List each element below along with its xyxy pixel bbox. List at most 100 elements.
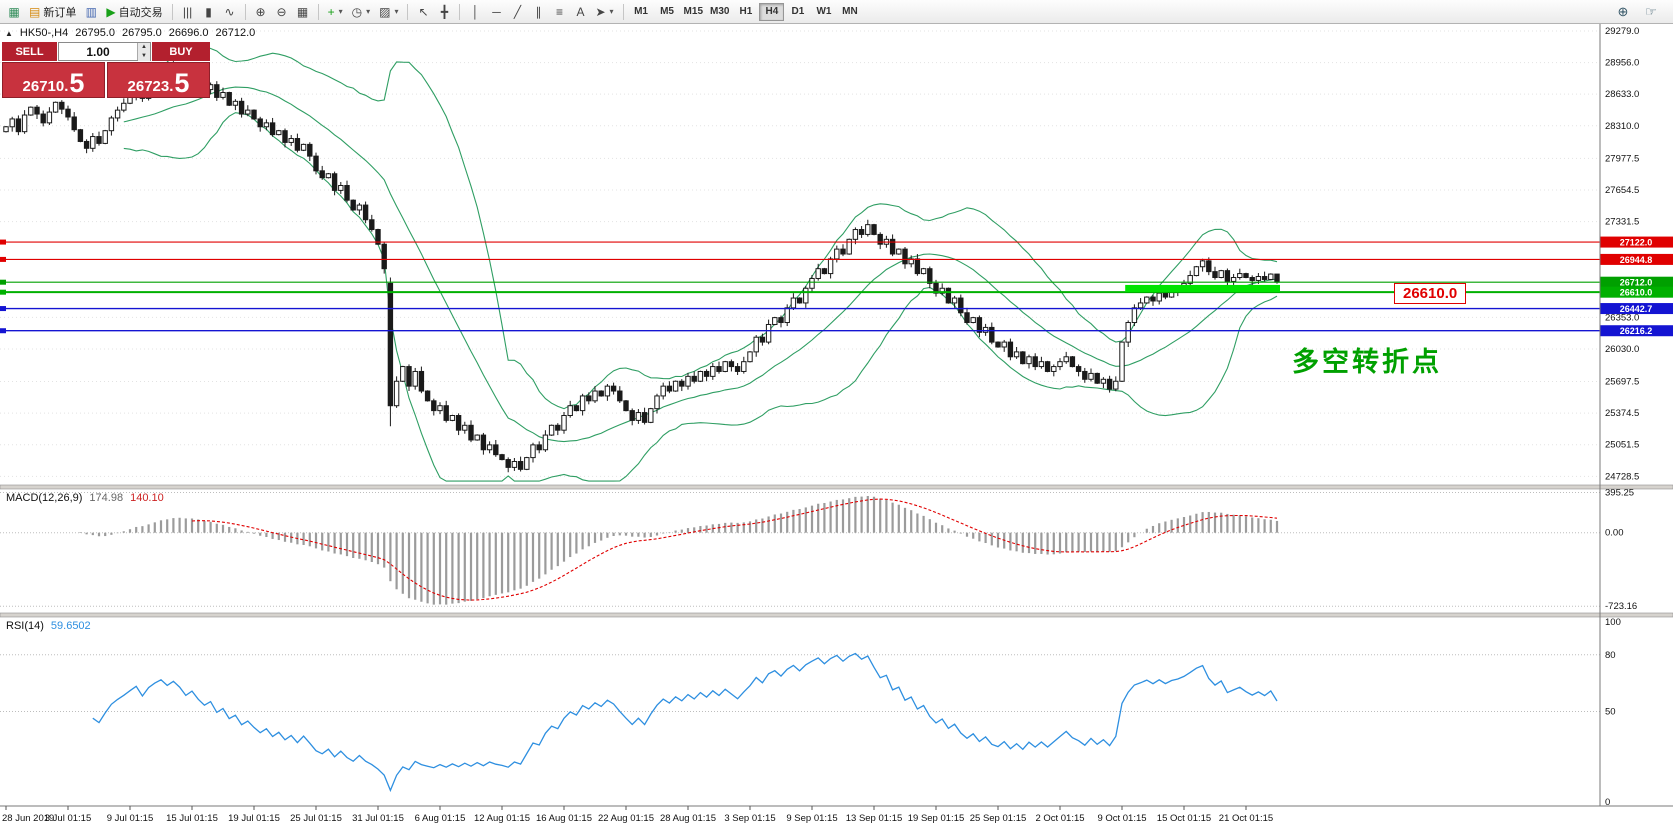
candle — [369, 219, 375, 231]
candle — [34, 106, 40, 115]
candle — [1119, 341, 1125, 382]
candle — [1224, 270, 1231, 282]
candle — [356, 204, 363, 211]
candle — [747, 351, 753, 363]
candle — [1137, 302, 1144, 309]
highlight-rectangle[interactable] — [1125, 284, 1280, 292]
candle — [21, 114, 28, 133]
vertical-line-button[interactable]: │ — [465, 2, 485, 22]
candle — [815, 268, 821, 279]
price-axis[interactable] — [1600, 24, 1673, 806]
timeframe-m5[interactable]: M5 — [660, 6, 674, 17]
sell-button[interactable]: 26710. 5 — [2, 62, 105, 98]
volume-input[interactable] — [59, 43, 137, 60]
candle — [499, 454, 505, 461]
candle — [803, 287, 809, 304]
indicators-button[interactable]: + ▾ — [324, 2, 347, 22]
channel-button[interactable]: ∥ — [528, 2, 548, 22]
autotrading-button[interactable]: ▶ 自动交易 — [102, 2, 166, 22]
candle — [40, 113, 46, 124]
timeframe-m30[interactable]: M30 — [710, 6, 730, 17]
text-button[interactable]: A — [570, 2, 590, 22]
price-badge-label: 26712.0 — [1620, 278, 1653, 288]
time-axis-label: 19 Jul 01:15 — [228, 813, 280, 824]
new-chart-button[interactable]: ▦ — [4, 2, 24, 22]
candle — [1230, 277, 1237, 282]
candlestick-chart-button[interactable]: ▮ — [199, 2, 219, 22]
candle — [1051, 366, 1057, 372]
candle — [288, 138, 294, 143]
bar-chart-icon: ||| — [182, 4, 193, 19]
horizontal-line-button[interactable]: ─ — [486, 2, 506, 22]
magnifier-icon[interactable]: ⊕ — [1617, 3, 1629, 19]
candle — [344, 184, 350, 201]
candle — [691, 375, 697, 382]
zoom-out-button[interactable]: ⊖ — [272, 2, 292, 22]
bollinger-middle-band — [123, 86, 1278, 443]
price-badges: 27122.0 26944.8 26712.026610.0 26442.7 26216… — [1600, 236, 1673, 337]
chart-plot-area[interactable] — [0, 24, 1600, 485]
candle — [772, 317, 778, 325]
candle — [325, 173, 332, 179]
toolbar-right-icons: ⊕ ☞ — [1613, 2, 1669, 22]
candle — [586, 395, 592, 402]
pointer-icon[interactable]: ☞ — [1645, 3, 1657, 19]
pane-separator[interactable] — [0, 484, 1673, 490]
timeframe-h1[interactable]: H1 — [739, 6, 753, 17]
candle — [1125, 322, 1131, 343]
candle — [282, 130, 288, 143]
candle — [722, 361, 728, 372]
price-level-callout[interactable]: 26610.0 — [1394, 283, 1467, 304]
tile-windows-button[interactable]: ▦ — [293, 2, 313, 22]
timeframe-h4[interactable]: H4 — [759, 2, 785, 21]
volume-down-button[interactable]: ▼ — [138, 52, 150, 61]
crosshair-button[interactable]: ╋ — [434, 2, 454, 22]
buy-price-big-digit: 5 — [174, 68, 190, 99]
line-left-marker — [0, 279, 6, 285]
pane-separator[interactable] — [0, 612, 1673, 618]
time-axis-label: 3 Sep 01:15 — [724, 813, 775, 824]
templates-icon: ▨ — [379, 4, 391, 19]
new-order-icon: ▤ — [29, 4, 41, 19]
collapse-triangle-icon[interactable]: ▲ — [5, 28, 13, 38]
candle — [610, 385, 617, 392]
candle — [307, 143, 313, 157]
candle — [9, 118, 15, 128]
turning-point-annotation[interactable]: 多空转折点 — [1292, 347, 1442, 377]
candle — [741, 361, 747, 372]
fibonacci-button[interactable]: ≡ — [549, 2, 569, 22]
chart-canvas[interactable]: 27122.026944.826712.026610.026442.726216… — [0, 24, 1673, 837]
rsi-name: RSI(14) — [6, 620, 44, 632]
periods-icon: ◷ — [351, 4, 363, 19]
metaeditor-button[interactable]: ▥ — [81, 2, 101, 22]
buy-button[interactable]: 26723. 5 — [107, 62, 210, 98]
timeframe-d1[interactable]: D1 — [791, 6, 805, 17]
trendline-button[interactable]: ╱ — [507, 2, 527, 22]
candle — [1162, 292, 1169, 298]
candle — [102, 130, 108, 144]
new-order-button[interactable]: ▤ 新订单 — [25, 2, 80, 22]
timeframe-m1[interactable]: M1 — [634, 6, 648, 17]
one-click-trading-panel: SELL ▲ ▼ BUY 26710.5 26723.5 — [2, 42, 210, 98]
candle — [1187, 275, 1193, 284]
timeframe-m15[interactable]: M15 — [683, 6, 703, 17]
arrows-button[interactable]: ➤ ▾ — [591, 2, 617, 22]
candlestick-chart-icon: ▮ — [205, 4, 212, 19]
candle — [964, 312, 970, 324]
candle — [871, 224, 877, 235]
volume-up-button[interactable]: ▲ — [138, 43, 150, 52]
candle — [654, 395, 660, 410]
candle — [728, 361, 735, 368]
candle — [1082, 370, 1088, 380]
cursor-button[interactable]: ↖ — [413, 2, 433, 22]
zoom-in-button[interactable]: ⊕ — [251, 2, 271, 22]
timeframe-mn[interactable]: MN — [842, 6, 858, 17]
line-chart-button[interactable]: ∿ — [220, 2, 240, 22]
price-tick-label: 28310.0 — [1605, 121, 1639, 132]
candle — [121, 102, 127, 111]
periods-button[interactable]: ◷ ▾ — [348, 2, 375, 22]
macd-tick-label: 0.00 — [1605, 528, 1624, 539]
templates-button[interactable]: ▨ ▾ — [375, 2, 402, 22]
bar-chart-button[interactable]: ||| — [178, 2, 198, 22]
timeframe-w1[interactable]: W1 — [816, 6, 832, 17]
